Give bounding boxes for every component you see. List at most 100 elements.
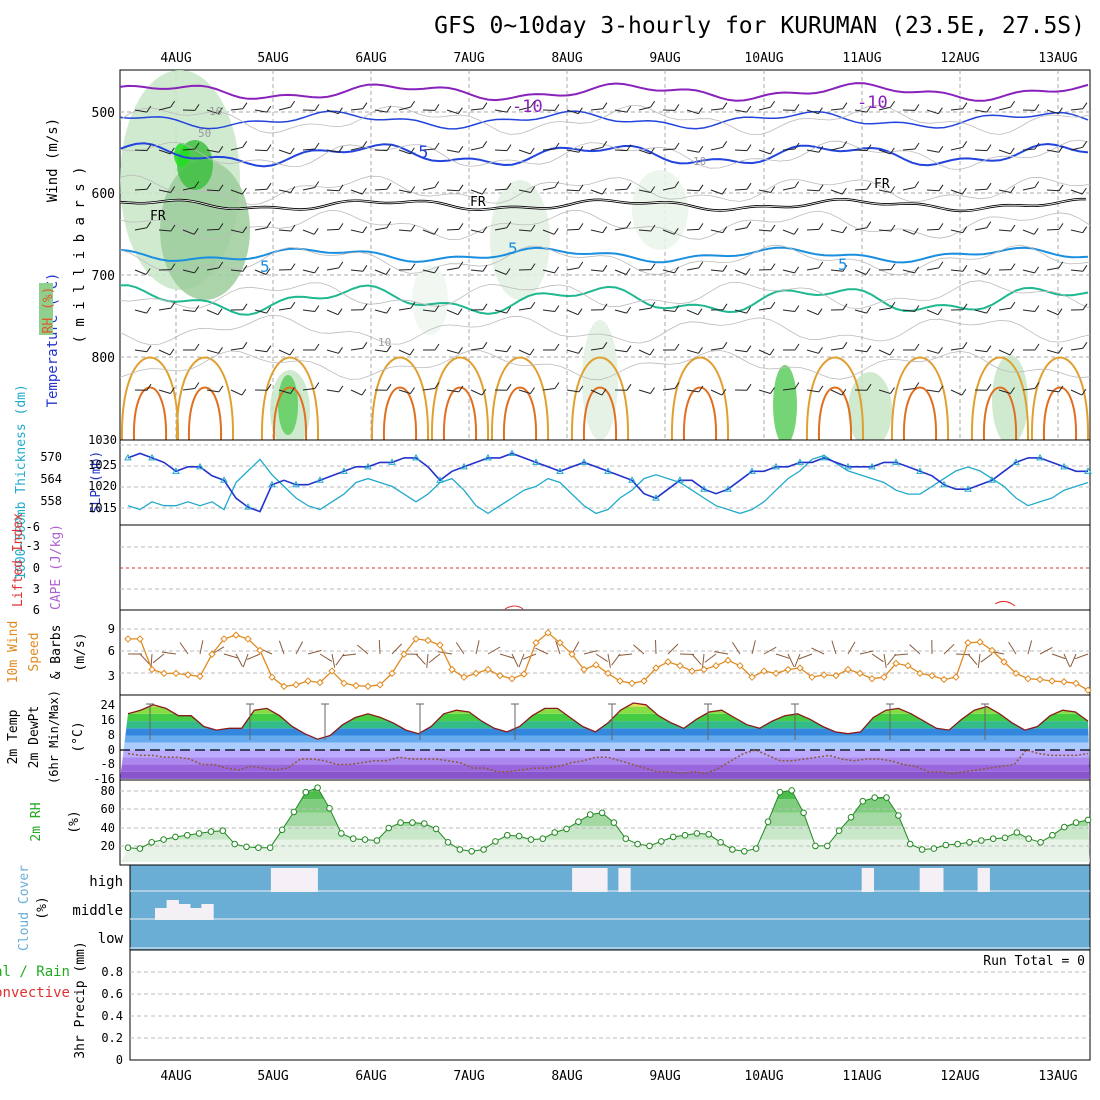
date-label-bottom: 6AUG (355, 1069, 386, 1084)
wind-barb-flag (338, 347, 343, 354)
contour-warm-loop (430, 356, 490, 441)
wind-barb-flag (746, 306, 752, 314)
wind10-marker (136, 635, 144, 643)
wind-barb-flag (986, 383, 992, 391)
wind10-marker (784, 665, 792, 674)
rh2m-marker (290, 808, 298, 816)
wind-barb-flag (386, 345, 392, 352)
wind10-barb (162, 651, 177, 655)
wind-barb (758, 389, 771, 394)
rh2m-marker (741, 848, 748, 855)
contour-label: 5 (838, 255, 848, 274)
wind-barb (830, 189, 843, 195)
temp-band (120, 742, 1090, 750)
precip-tick: 0 (116, 1053, 123, 1067)
wind-barb (734, 188, 748, 191)
wind-barb (1070, 146, 1083, 151)
wind-barb-flag (650, 387, 655, 394)
wind-barb-flag (170, 186, 176, 193)
wind-barb-flag (290, 186, 296, 193)
thickness-tick: 570 (40, 450, 62, 464)
wind-barb-flag (458, 184, 464, 192)
slp-marker (988, 476, 996, 483)
contour-hot-loop (982, 386, 1018, 441)
wind-barb (782, 229, 795, 235)
wind10-barb (378, 639, 381, 655)
wind-barb (518, 106, 531, 111)
rh2m-marker (338, 830, 345, 837)
wind-barb (182, 229, 195, 235)
wind10-marker (220, 635, 228, 643)
contour-freezing-inner (119, 198, 1086, 212)
wind-barb (590, 389, 603, 396)
wind10-marker (388, 669, 396, 678)
wind-barb (1046, 228, 1060, 231)
temp-tick: -16 (93, 772, 115, 786)
wind-barb (326, 389, 339, 393)
wind-barb-flag (746, 345, 752, 352)
rh2m-marker (148, 839, 155, 846)
wind-barb (470, 347, 483, 351)
wind10-marker (652, 664, 660, 672)
wind-barb-flag (1082, 265, 1088, 272)
wind-barb (254, 309, 267, 314)
wind10-barb (967, 653, 978, 666)
wind-barb-flag (457, 107, 463, 114)
wind-barb (398, 389, 411, 394)
wind-barb (1046, 109, 1059, 115)
wind-barb-flag (602, 102, 608, 109)
contour-minus5 (119, 142, 1089, 168)
rh2m-marker (586, 811, 594, 818)
rh2m-marker (895, 812, 902, 819)
slp-marker (628, 476, 636, 483)
wind-barb (374, 188, 388, 191)
wind10-barb (1051, 653, 1066, 660)
wind-barb (614, 149, 628, 152)
wind-barb (1046, 267, 1059, 271)
contour-hot-loop (272, 386, 308, 441)
wind-barb (302, 229, 315, 235)
wind-barb-flag (410, 387, 415, 394)
ylabel-wind10-unit: (m/s) (73, 632, 88, 671)
wind-barb-flag (434, 343, 440, 351)
wind-barb-flag (745, 268, 751, 275)
wind10-barb (943, 643, 955, 655)
stability-ticks: -6 -3 0 3 6 (26, 520, 40, 617)
rh2m-marker (835, 827, 843, 835)
wind-barb (710, 229, 723, 234)
wind-barb (974, 149, 988, 152)
wind-barb (1070, 389, 1083, 396)
wind10-barb (391, 643, 403, 655)
mid-cloud-bar (178, 904, 191, 920)
wind-barb-flag (650, 263, 656, 270)
wind-barb (950, 347, 963, 351)
wind10-barb (883, 653, 887, 668)
wind-barb (134, 269, 147, 275)
bottom-date-axis: 4AUG 5AUG 6AUG 7AUG 8AUG 9AUG 10AUG 11AUG 12AUG 1… (160, 1069, 1077, 1084)
wind-barb (974, 188, 988, 191)
wind-barb (254, 227, 267, 231)
wind-barb (686, 149, 699, 153)
wind-barb (206, 309, 219, 316)
rh2m-marker (1061, 823, 1068, 831)
wind-barb-flag (674, 142, 680, 150)
wind-barb-flag (362, 303, 368, 311)
wind-barb-flag (434, 104, 440, 111)
contour-label: -10 (512, 97, 543, 117)
wind-barb-flag (410, 224, 416, 232)
wind-barb-flag (410, 301, 416, 309)
wind-barb-flag (697, 308, 703, 315)
wind-barb-flag (170, 224, 176, 232)
contour-hot-loop (582, 386, 618, 441)
wind-barb-flag (746, 182, 752, 190)
wind-barb-flag (602, 226, 608, 233)
wind10-marker (232, 631, 240, 639)
rh2m-marker (942, 841, 950, 849)
wind-barb (830, 146, 843, 151)
wind10-marker (1000, 658, 1008, 666)
date-label-top: 13AUG (1038, 51, 1077, 66)
rh2m-marker (373, 837, 381, 844)
wind10-barb (518, 653, 525, 668)
wind-barb-flag (362, 342, 368, 349)
wind-barb (758, 106, 771, 111)
